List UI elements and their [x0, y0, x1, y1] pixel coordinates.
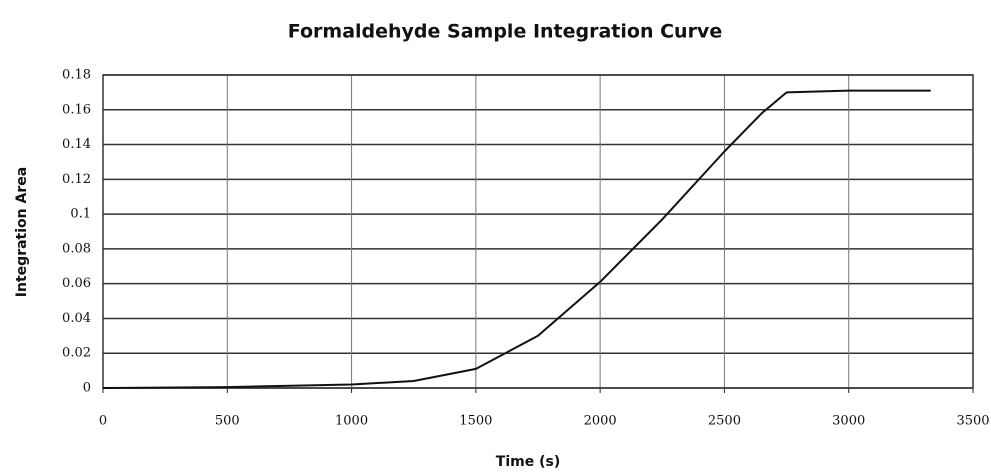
y-tick-label: 0.06: [62, 276, 91, 291]
x-tick-label: 1500: [459, 414, 492, 429]
y-axis-label: Integration Area: [14, 167, 30, 297]
x-tick-label: 500: [215, 414, 240, 429]
y-tick-label: 0.14: [62, 137, 91, 152]
y-tick-label: 0: [83, 381, 91, 396]
x-tick-label: 2500: [708, 414, 741, 429]
y-tick-label: 0.16: [62, 102, 91, 117]
x-tick-label: 1000: [335, 414, 368, 429]
y-tick-label: 0.18: [62, 68, 91, 83]
chart-title: Formaldehyde Sample Integration Curve: [288, 21, 722, 43]
y-tick-label: 0.1: [70, 207, 91, 222]
data-line: [102, 89, 931, 389]
y-tick-label: 0.12: [62, 172, 91, 187]
x-tick-label: 2000: [584, 414, 617, 429]
x-tick-label: 3000: [832, 414, 865, 429]
x-tick-label: 0: [99, 414, 107, 429]
plot-border: [102, 74, 974, 389]
x-axis-label: Time (s): [496, 454, 560, 470]
y-tick-label: 0.02: [62, 346, 91, 361]
x-tick-label: 3500: [956, 414, 989, 429]
y-tick-label: 0.08: [62, 241, 91, 256]
y-tick-label: 0.04: [62, 311, 91, 326]
